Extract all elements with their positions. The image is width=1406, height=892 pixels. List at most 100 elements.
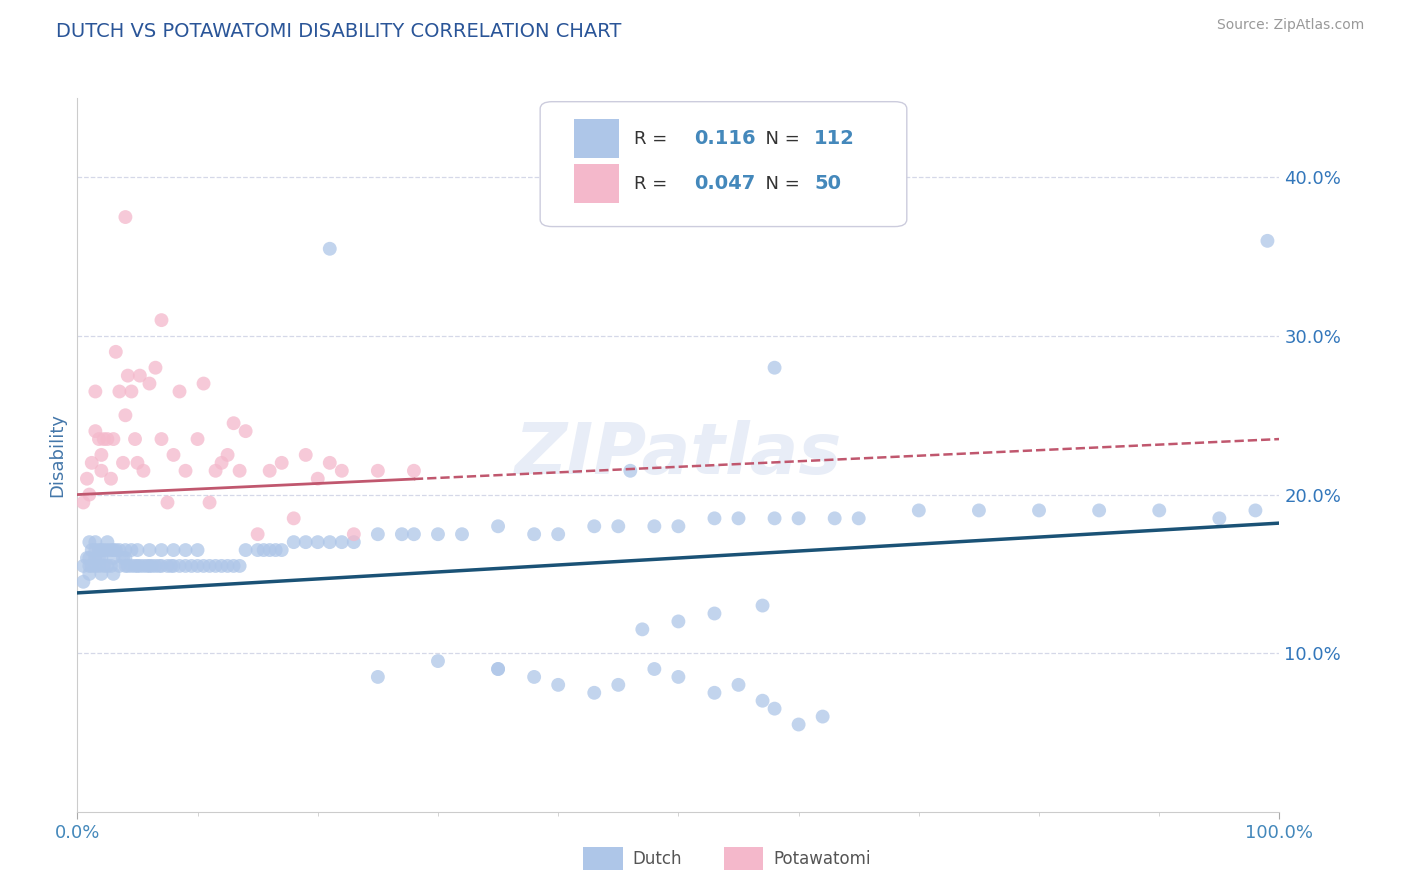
Point <box>174 558 197 573</box>
Point <box>76 551 98 566</box>
Point <box>211 558 233 573</box>
Point <box>367 464 389 478</box>
Point <box>607 678 630 692</box>
Point <box>87 551 110 566</box>
Point <box>174 543 197 558</box>
Point <box>124 558 146 573</box>
Point <box>90 543 112 558</box>
Text: Dutch: Dutch <box>633 849 682 868</box>
Point <box>486 662 509 676</box>
Point <box>96 558 118 573</box>
Point <box>93 558 115 573</box>
Point <box>138 558 160 573</box>
Point <box>117 558 139 573</box>
Point <box>204 464 226 478</box>
Point <box>703 607 725 621</box>
Point <box>193 558 215 573</box>
Point <box>150 543 173 558</box>
Point <box>235 424 257 438</box>
Point <box>217 558 239 573</box>
Point <box>1149 503 1171 517</box>
Bar <box>583 847 623 870</box>
Point <box>156 495 179 509</box>
Point <box>80 456 103 470</box>
Point <box>643 519 665 533</box>
Point <box>156 558 179 573</box>
Point <box>283 535 305 549</box>
Point <box>787 511 810 525</box>
Point <box>148 558 170 573</box>
Point <box>79 558 101 573</box>
Point <box>150 558 173 573</box>
Point <box>193 376 215 391</box>
Point <box>162 448 184 462</box>
Text: R =: R = <box>634 175 673 193</box>
Point <box>824 511 846 525</box>
Point <box>486 662 509 676</box>
Point <box>264 543 287 558</box>
Point <box>228 558 250 573</box>
Point <box>967 503 990 517</box>
Point <box>198 558 221 573</box>
Point <box>763 511 786 525</box>
Point <box>751 694 773 708</box>
Point <box>127 543 149 558</box>
Point <box>169 384 191 399</box>
Point <box>270 543 292 558</box>
Point <box>87 543 110 558</box>
Point <box>108 558 131 573</box>
Point <box>138 543 160 558</box>
Point <box>114 409 136 423</box>
Point <box>132 558 155 573</box>
Point <box>96 432 118 446</box>
Point <box>136 558 159 573</box>
Text: ZIPatlas: ZIPatlas <box>515 420 842 490</box>
Point <box>79 535 101 549</box>
Text: Potawatomi: Potawatomi <box>773 849 870 868</box>
Point <box>343 535 366 549</box>
Point <box>138 376 160 391</box>
Point <box>217 448 239 462</box>
Point <box>90 464 112 478</box>
Point <box>174 464 197 478</box>
Point <box>547 527 569 541</box>
Text: 112: 112 <box>814 129 855 148</box>
Point <box>631 623 654 637</box>
Point <box>145 558 167 573</box>
Point <box>703 511 725 525</box>
Point <box>270 456 292 470</box>
Text: N =: N = <box>754 175 806 193</box>
Point <box>727 511 749 525</box>
Point <box>169 558 191 573</box>
Point <box>703 686 725 700</box>
FancyBboxPatch shape <box>574 164 620 203</box>
Point <box>259 543 281 558</box>
Point <box>100 543 122 558</box>
Point <box>330 535 353 549</box>
Point <box>84 424 107 438</box>
Point <box>72 574 94 589</box>
Point <box>141 558 163 573</box>
Point <box>211 456 233 470</box>
Point <box>1028 503 1050 517</box>
Point <box>228 464 250 478</box>
Point <box>87 432 110 446</box>
Point <box>72 495 94 509</box>
Point <box>246 527 269 541</box>
Point <box>114 210 136 224</box>
Point <box>523 527 546 541</box>
Point <box>187 558 209 573</box>
Point <box>103 551 125 566</box>
Point <box>751 599 773 613</box>
Point <box>222 416 245 430</box>
Point <box>127 456 149 470</box>
Point <box>668 615 690 629</box>
Point <box>763 360 786 375</box>
Point <box>120 543 142 558</box>
Point <box>643 662 665 676</box>
Point <box>127 558 149 573</box>
Point <box>187 543 209 558</box>
Point <box>367 527 389 541</box>
Point <box>180 558 202 573</box>
Point <box>117 368 139 383</box>
